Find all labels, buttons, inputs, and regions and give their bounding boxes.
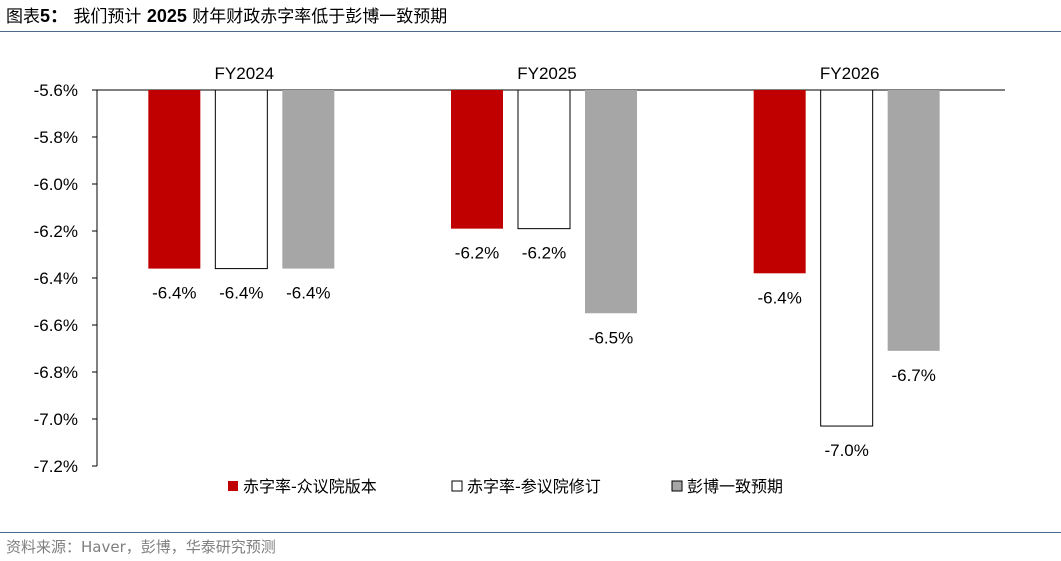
legend-label: 赤字率-参议院修订 (467, 477, 601, 496)
y-tick-label: -6.8% (34, 363, 78, 382)
legend-swatch (451, 480, 463, 492)
y-tick-label: -6.2% (34, 222, 78, 241)
legend-label: 赤字率-众议院版本 (243, 477, 377, 496)
figure-label: 图表 (6, 7, 40, 27)
legend-label: 彭博一致预期 (687, 477, 783, 496)
x-category-label: FY2025 (517, 64, 577, 83)
bar (820, 89, 874, 427)
bar (451, 90, 503, 229)
y-tick-label: -7.0% (34, 410, 78, 429)
x-category-label: FY2026 (820, 64, 880, 83)
data-label: -6.4% (286, 284, 330, 303)
figure-title-pre: 我们预计 (73, 7, 142, 27)
legend-swatch (228, 481, 238, 491)
bar (585, 90, 637, 314)
y-tick-label: -6.6% (34, 316, 78, 335)
data-label: -6.4% (219, 284, 263, 303)
x-axis: FY2024 FY2025 FY2026 (97, 64, 1005, 91)
data-label: -6.2% (522, 244, 566, 263)
data-label: -7.0% (824, 441, 868, 460)
source-rule (0, 532, 1061, 533)
x-category-label: FY2024 (215, 64, 275, 83)
y-tick-label: -6.4% (34, 269, 78, 288)
y-tick-label: -6.0% (34, 175, 78, 194)
y-tick-label: -7.2% (34, 457, 78, 476)
figure-title: 图表5： 我们预计 2025 财年财政赤字率低于彭博一致预期 (6, 4, 447, 29)
bar (517, 89, 571, 230)
data-labels: -6.4% -6.4% -6.4% -6.2% -6.2% -6.5% -6.4% -7.0%… (152, 244, 936, 460)
source-note: 资料来源：Haver，彭博，华泰研究预测 (6, 538, 276, 556)
bars (148, 89, 940, 427)
data-label: -6.4% (757, 288, 801, 307)
data-label: -6.5% (589, 328, 633, 347)
deficit-bar-chart: -5.6% -5.8% -6.0% -6.2% -6.4% -6.6% -6.8% -7.0%… (34, 64, 1005, 496)
data-label: -6.2% (455, 244, 499, 263)
bar (282, 90, 335, 269)
legend-swatch (671, 480, 683, 492)
data-label: -6.4% (152, 284, 196, 303)
bar (887, 90, 940, 351)
legend: 赤字率-众议院版本 赤字率-参议院修订 彭博一致预期 (228, 477, 783, 496)
y-tick-label: -5.8% (34, 128, 78, 147)
bar (753, 90, 806, 274)
figure-number: 5： (40, 6, 69, 26)
data-label: -6.7% (891, 366, 935, 385)
figure-title-year: 2025 (146, 6, 187, 26)
title-rule (0, 31, 1061, 32)
y-axis: -5.6% -5.8% -6.0% -6.2% -6.4% -6.6% -6.8% -7.0%… (34, 81, 98, 476)
figure-title-post: 财年财政赤字率低于彭博一致预期 (192, 7, 448, 27)
bar (148, 90, 201, 269)
bar (214, 89, 268, 270)
y-tick-label: -5.6% (34, 81, 78, 100)
